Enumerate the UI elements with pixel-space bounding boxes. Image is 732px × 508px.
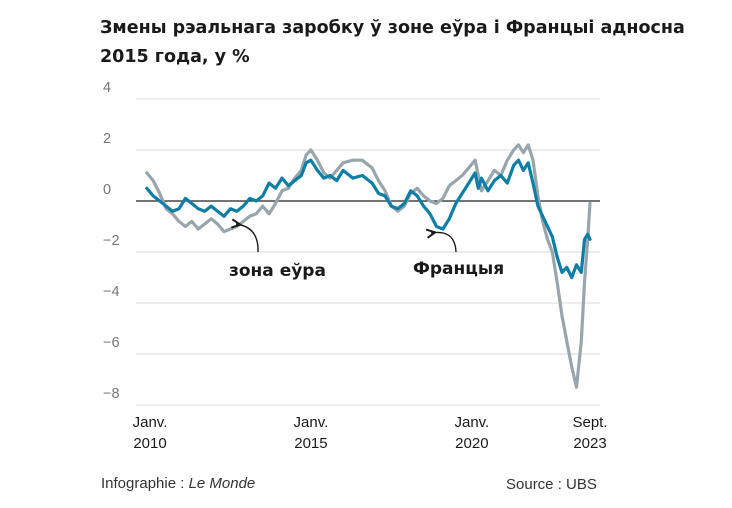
annotation-arrow (236, 224, 259, 253)
y-tick-label: 2 (103, 131, 111, 147)
x-tick-label-month: Janv. (294, 414, 329, 431)
infographic-credit: Infographie : Le Monde (101, 475, 255, 492)
x-tick-label: Janv. 2020 (454, 414, 489, 452)
x-tick-label-month: Sept. (572, 414, 607, 431)
y-tick-label: −2 (103, 233, 120, 249)
annotation-label: зона еўра (229, 261, 326, 281)
chart-title: Змены рэальнага заробку ў зоне еўра і Фр… (100, 14, 700, 72)
y-tick-label: −6 (103, 335, 120, 351)
line-chart: 4 2 0 −2 −4 −6 −8 Janv. 2010 Janv. 2015 Janv. 2020 S… (103, 80, 608, 452)
x-tick-label: Janv. 2010 (133, 414, 168, 452)
series-line-france (145, 158, 592, 280)
x-tick-label: Sept. 2023 (572, 414, 607, 452)
credit-name: Le Monde (188, 475, 256, 492)
x-tick-label-year: 2010 (133, 435, 166, 452)
source-note: Source : UBS (506, 476, 597, 493)
x-tick-label: Janv. 2015 (294, 414, 329, 452)
annotation-eurozone: зона еўра (229, 224, 326, 281)
chart-title-line-1: Змены рэальнага заробку ў зоне еўра і Фр… (100, 18, 685, 38)
series-layer (145, 143, 592, 389)
x-axis-tick-labels: Janv. 2010 Janv. 2015 Janv. 2020 Sept. 2023 (133, 414, 608, 452)
annotation-france: Францыя (413, 232, 504, 279)
y-tick-label: 4 (103, 80, 111, 96)
x-tick-label-month: Janv. (133, 414, 168, 431)
x-tick-label-year: 2015 (294, 435, 327, 452)
x-tick-label-year: 2023 (573, 435, 606, 452)
credit-prefix: Infographie : (101, 475, 189, 492)
y-tick-label: −8 (103, 386, 120, 402)
x-tick-label-year: 2020 (455, 435, 488, 452)
y-tick-label: −4 (103, 284, 120, 300)
y-tick-label: 0 (103, 182, 111, 198)
y-axis-tick-labels: 4 2 0 −2 −4 −6 −8 (103, 80, 120, 402)
grid-layer (136, 98, 600, 406)
annotation-arrow (431, 232, 457, 253)
annotation-label: Францыя (413, 259, 504, 279)
chart-title-line-2: 2015 года, у % (100, 47, 250, 67)
x-tick-label-month: Janv. (454, 414, 489, 431)
annotation-layer: зона еўра Францыя (229, 224, 504, 281)
